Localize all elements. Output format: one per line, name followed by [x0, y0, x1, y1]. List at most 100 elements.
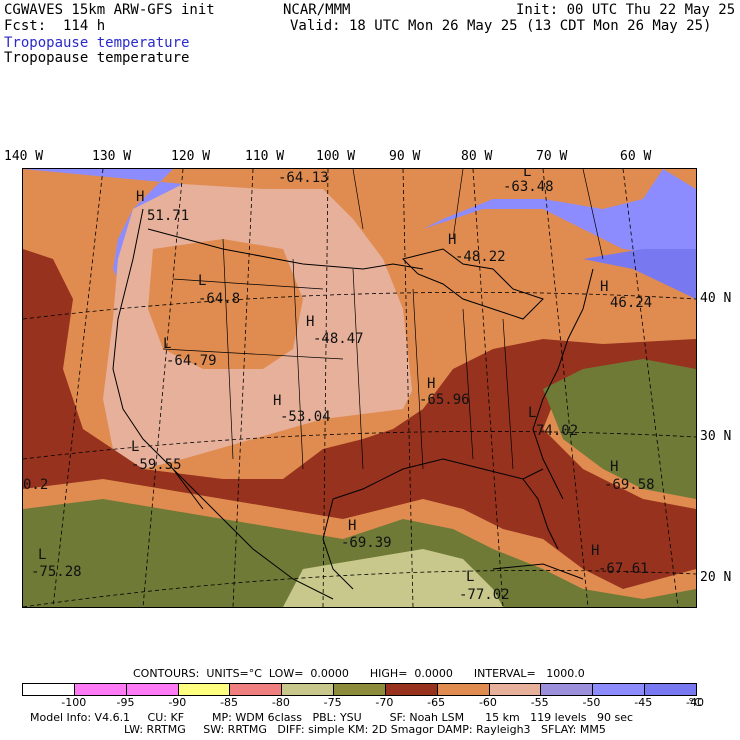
lon-label: 120 W — [171, 149, 211, 164]
extremum-value: 0.2 — [23, 477, 48, 493]
grid-line-130w — [52, 169, 104, 607]
field-region-salmon — [148, 239, 303, 369]
grid-line-100w — [322, 169, 329, 607]
lat-lon-grid — [23, 169, 696, 607]
extremum-value: -59.55 — [131, 457, 182, 473]
extremum-marker: H — [136, 189, 144, 205]
legend-swatch — [645, 684, 696, 695]
extremum-value: -64.13 — [278, 170, 329, 186]
grid-line-20n — [23, 570, 696, 607]
extremum-value: -77.02 — [459, 587, 510, 603]
extrema-labels: -64.13 L -63.48 H 51.71 H -48.22 L -64.8… — [23, 169, 655, 603]
grid-line-120w — [142, 169, 184, 607]
legend-swatch — [541, 684, 594, 695]
extremum-marker: L — [198, 273, 206, 289]
legend-swatch — [282, 684, 335, 695]
legend-tick-label: -90 — [168, 696, 187, 709]
legend-swatch — [489, 684, 542, 695]
legend-tick-label: -70 — [375, 696, 394, 709]
legend-tick-label: -50 — [582, 696, 601, 709]
canada-provinces — [352, 169, 604, 260]
lon-label: 60 W — [620, 149, 652, 164]
lon-label: 90 W — [389, 149, 421, 164]
legend-tick-label: -45 — [634, 696, 653, 709]
legend-swatch — [178, 684, 231, 695]
lon-label: 130 W — [92, 149, 132, 164]
florida — [522, 478, 559, 550]
lon-label: 110 W — [245, 149, 285, 164]
lat-label: 20 N — [700, 570, 732, 585]
extremum-value: -64.8 — [198, 291, 240, 307]
contour-info: CONTOURS: UNITS=°C LOW= 0.0000 HIGH= 0.0… — [133, 667, 585, 680]
extremum-marker: H — [600, 279, 608, 295]
grid-line-40n — [23, 291, 696, 320]
extremum-value: -69.58 — [604, 477, 655, 493]
legend-tick-label: °C — [688, 696, 702, 709]
lat-label: 30 N — [700, 429, 732, 444]
legend-swatch — [334, 684, 386, 695]
lon-label: 70 W — [536, 149, 568, 164]
extremum-value: -64.79 — [166, 353, 217, 369]
field-region-olive — [23, 499, 696, 607]
forecast-hour: Fcst: 114 h — [4, 18, 106, 34]
extremum-marker: H — [591, 543, 599, 559]
extremum-value: -48.47 — [313, 331, 364, 347]
extremum-value: -48.22 — [455, 249, 506, 265]
lon-label: 80 W — [461, 149, 493, 164]
extremum-value: 46.24 — [610, 295, 652, 311]
extremum-value: -63.48 — [503, 179, 554, 195]
mexico-coast — [172, 468, 354, 600]
extremum-marker: H — [273, 393, 281, 409]
lon-label: 100 W — [316, 149, 356, 164]
grid-line-80w — [472, 169, 504, 607]
legend-tick-label: -75 — [323, 696, 342, 709]
grid-line-60w — [622, 169, 679, 607]
grid-line-30n — [23, 431, 696, 460]
color-legend-bar — [22, 683, 697, 696]
us-west-coast — [112, 208, 204, 510]
organization: NCAR/MMM — [283, 2, 351, 18]
field-title-secondary: Tropopause temperature — [4, 50, 190, 66]
legend-tick-label: -60 — [478, 696, 497, 709]
coastlines-and-borders — [112, 169, 604, 600]
legend-swatch — [385, 684, 438, 695]
cuba — [492, 563, 584, 580]
extremum-value: -53.04 — [280, 409, 331, 425]
extremum-value: -65.96 — [419, 392, 470, 408]
legend-swatch — [437, 684, 490, 695]
extremum-marker: H — [427, 376, 435, 392]
legend-tick-label: -100 — [61, 696, 87, 709]
field-region-purple — [583, 249, 696, 299]
extremum-value: -69.39 — [341, 535, 392, 551]
field-region-salmon — [403, 269, 696, 399]
grid-line-110w — [232, 169, 254, 607]
extremum-marker: H — [448, 232, 456, 248]
field-title-primary: Tropopause temperature — [4, 35, 190, 51]
init-time: Init: 00 UTC Thu 22 May 25 — [516, 2, 736, 18]
legend-swatch — [74, 684, 127, 695]
extremum-value: -75.28 — [31, 564, 82, 580]
extremum-marker: L — [131, 439, 139, 455]
legend-swatch — [23, 684, 75, 695]
legend-tick-label: -40 — [686, 696, 704, 709]
model-info-physics: LW: RRTMG SW: RRTMG DIFF: simple KM: 2D … — [124, 723, 606, 736]
legend-swatch — [593, 684, 646, 695]
field-region-purple — [423, 169, 696, 259]
extremum-marker: L — [466, 569, 474, 585]
legend-tick-label: -85 — [220, 696, 239, 709]
extremum-marker: H — [610, 459, 618, 475]
legend-tick-label: -80 — [271, 696, 290, 709]
legend-tick-label: -95 — [116, 696, 135, 709]
lon-label: 140 W — [4, 149, 44, 164]
great-lakes — [402, 248, 544, 320]
legend-swatch — [126, 684, 179, 695]
field-region-olive — [543, 359, 696, 499]
us-canada-border — [147, 228, 424, 270]
grid-line-70w — [542, 169, 589, 607]
extremum-value: 51.71 — [147, 208, 189, 224]
extremum-marker: L — [163, 336, 171, 352]
map-panel: -64.13 L -63.48 H 51.71 H -48.22 L -64.8… — [22, 168, 697, 608]
field-region-khaki — [283, 549, 503, 607]
extremum-value: 74.02 — [536, 423, 578, 439]
us-east-coast — [532, 268, 594, 500]
